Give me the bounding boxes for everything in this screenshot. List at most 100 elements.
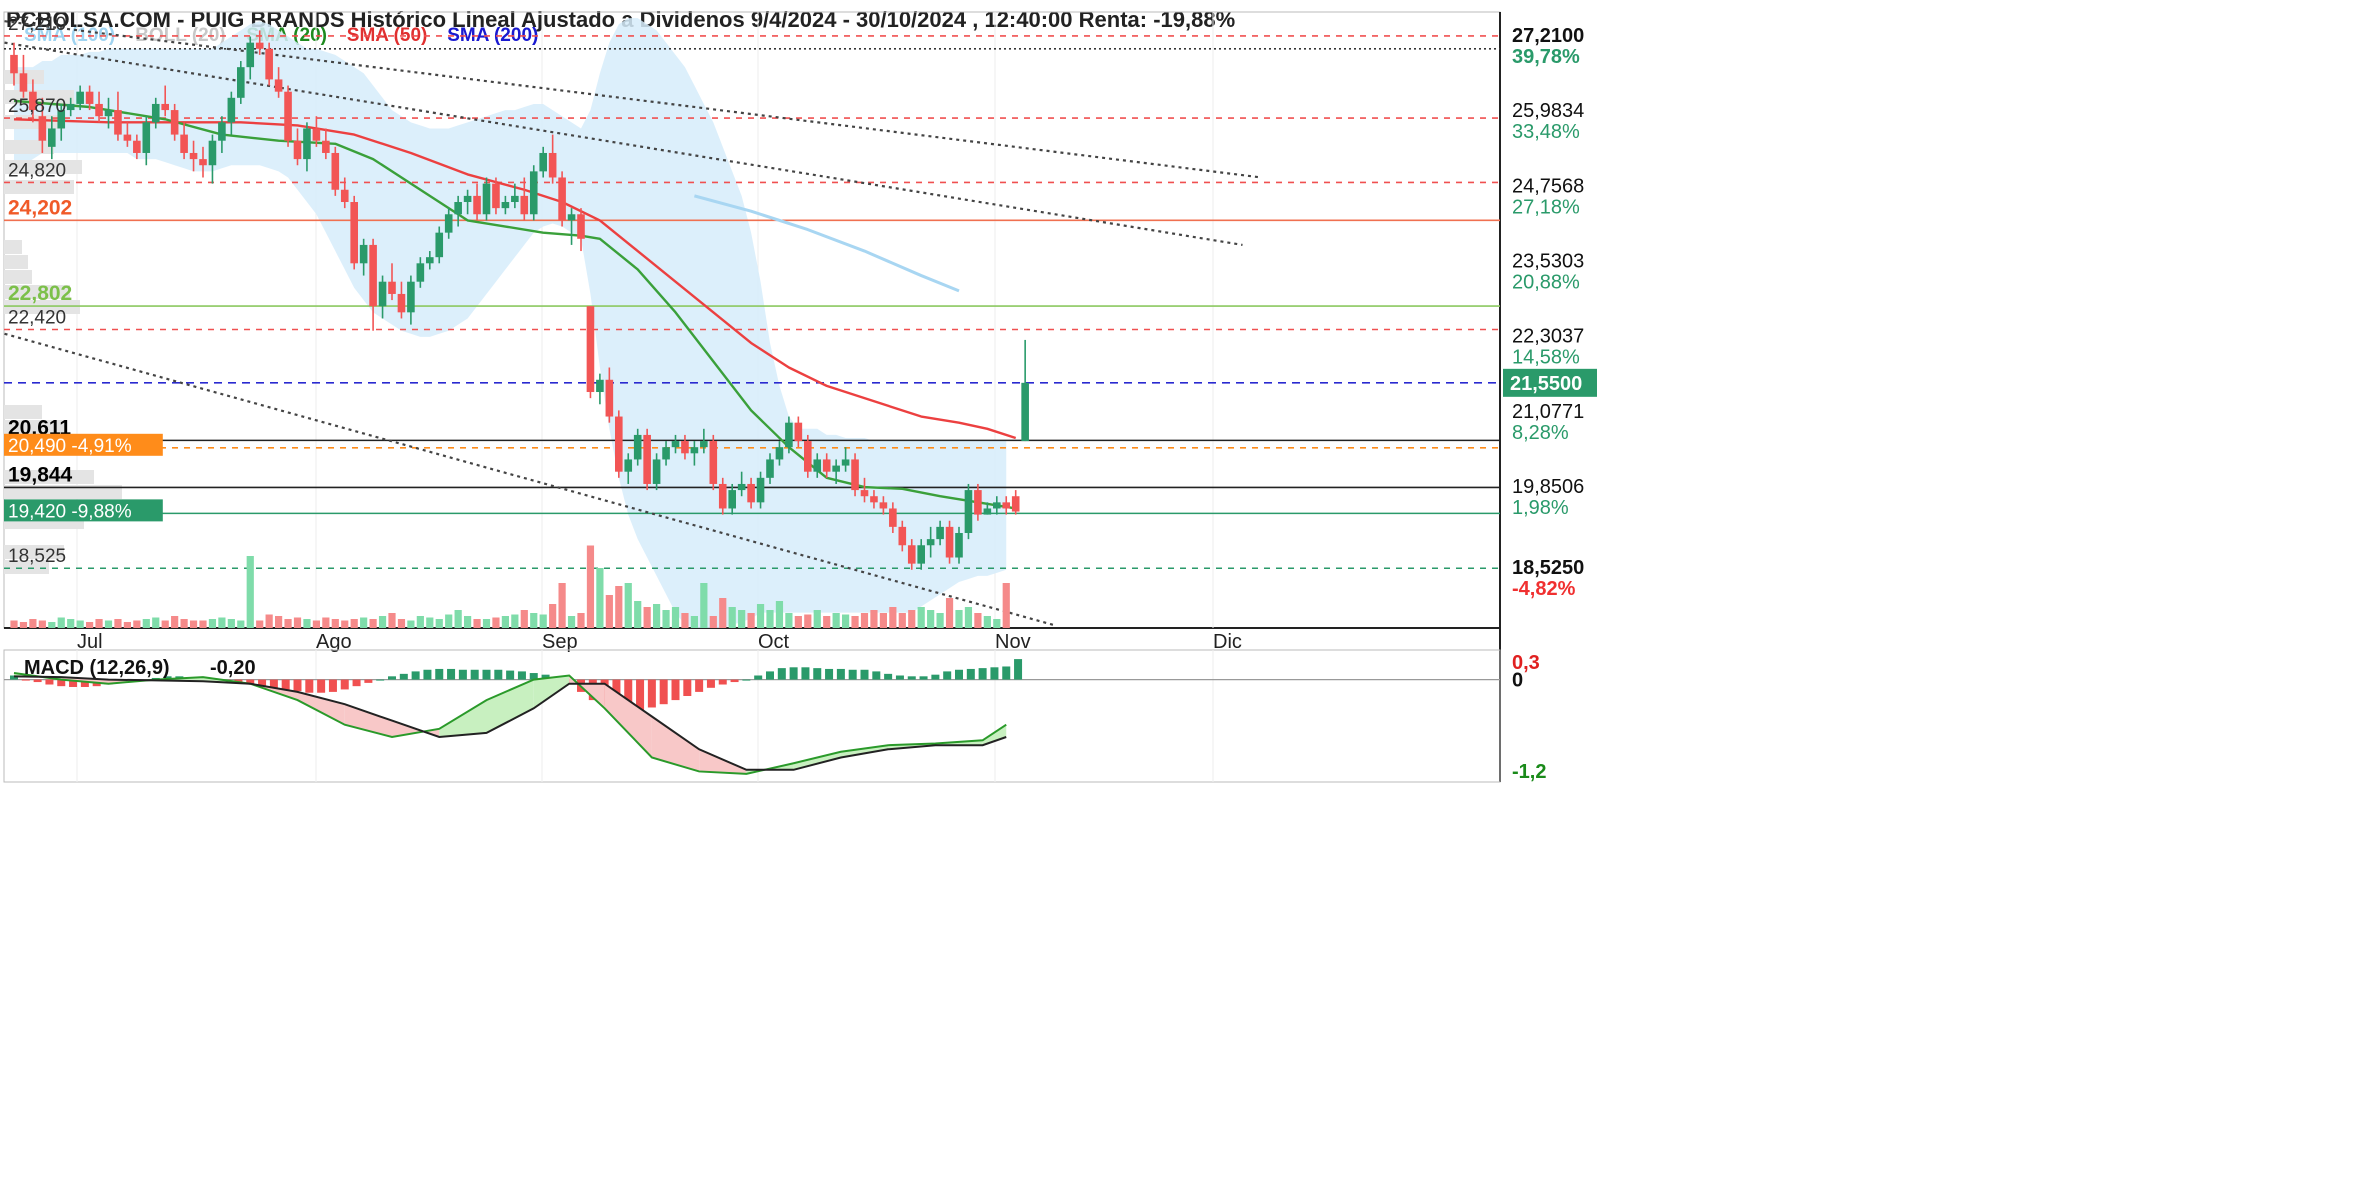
macd-histogram-bar — [447, 668, 456, 680]
macd-histogram-bar — [789, 667, 798, 680]
candle-body — [567, 214, 576, 221]
candle-body — [615, 416, 623, 472]
volume-bar — [29, 619, 37, 628]
candle-body — [227, 97, 236, 123]
macd-histogram-bar — [328, 679, 337, 692]
volume-bar — [728, 607, 736, 628]
volume-bar — [256, 620, 264, 628]
right-axis-price: 25,9834 — [1512, 100, 1584, 122]
level-label: 22,420 — [8, 308, 66, 329]
volume-bar — [908, 610, 916, 628]
sma50-line — [13, 118, 1017, 440]
right-axis-percent: 27,18% — [1512, 196, 1580, 218]
volume-bar — [322, 617, 330, 628]
volume-bar — [482, 619, 491, 628]
candle-body — [794, 422, 803, 442]
candle-body — [284, 91, 292, 141]
macd-histogram-bar — [683, 679, 692, 696]
volume-bar — [690, 616, 698, 628]
candle-body — [95, 103, 103, 117]
candle-body — [936, 526, 944, 540]
volume-bar — [681, 613, 689, 628]
candle-body — [548, 152, 557, 178]
volume-bar — [369, 619, 377, 628]
candle-body — [624, 459, 633, 472]
volume-bar — [114, 619, 122, 628]
macd-histogram-bar — [364, 679, 373, 683]
volume-bar — [983, 616, 991, 628]
volume-bar — [605, 595, 613, 628]
macd-fill — [439, 700, 487, 737]
macd-histogram-bar — [884, 673, 893, 680]
volume-bar — [842, 614, 850, 628]
candle-body — [898, 526, 907, 546]
volume-bar — [492, 617, 500, 628]
volume-bar — [199, 620, 207, 628]
x-tick-label: Dic — [1213, 631, 1242, 653]
macd-histogram-bar — [352, 679, 361, 687]
candle-body — [435, 232, 444, 258]
macd-histogram-bar — [624, 679, 633, 713]
volume-profile-bar — [4, 255, 28, 269]
candle-body — [407, 281, 415, 313]
volume-profile-bar — [4, 485, 122, 499]
volume-bar — [775, 601, 784, 628]
volume-bar — [161, 620, 169, 628]
volume-bar — [142, 619, 150, 628]
macd-histogram-bar — [10, 675, 18, 680]
macd-histogram-bar — [907, 676, 916, 680]
right-axis-price: 18,5250 — [1512, 557, 1584, 579]
macd-histogram-bar — [872, 671, 881, 680]
right-axis-price: 22,3037 — [1512, 326, 1584, 348]
level-label: 19,420 -9,88% — [8, 501, 132, 522]
volume-bar — [360, 617, 368, 628]
candle-body — [511, 195, 519, 203]
level-label: 24,820 — [8, 160, 66, 181]
candle-body — [633, 434, 642, 460]
macd-frame — [3, 649, 1501, 783]
candle-body — [142, 122, 151, 153]
candle-body — [199, 159, 207, 166]
candle-body — [690, 447, 699, 454]
legend-item: SMA (200) — [447, 25, 538, 46]
macd-fill — [486, 679, 534, 733]
macd-label: MACD (12,26,9) — [24, 657, 170, 679]
macd-fill — [604, 683, 652, 758]
volume-bar — [804, 614, 812, 628]
macd-axis-zero: 0 — [1512, 670, 1523, 692]
right-axis-price: 24,7568 — [1512, 175, 1584, 197]
candle-body — [473, 195, 481, 215]
volume-bar — [643, 607, 651, 628]
volume-bar — [350, 619, 358, 628]
macd-fill — [533, 675, 570, 709]
candle-body — [652, 459, 661, 484]
volume-bar — [189, 620, 198, 628]
candle-body — [274, 79, 283, 92]
volume-bar — [624, 583, 632, 628]
volume-bar — [964, 607, 973, 628]
candle-body — [378, 281, 387, 307]
volume-bar — [700, 583, 708, 628]
volume-bar — [397, 619, 406, 628]
candle-body — [38, 116, 47, 141]
macd-histogram-bar — [777, 668, 786, 680]
macd-panel: MACD (12,26,9) -0,20 0,30 -1,2 — [3, 649, 1546, 783]
candle-body — [416, 263, 425, 282]
macd-histogram-bar — [517, 671, 526, 680]
macd-histogram-bar — [57, 679, 66, 687]
volume-bar — [539, 614, 547, 628]
candle-body — [218, 122, 226, 141]
candle-body — [397, 293, 406, 313]
candle-body — [662, 447, 670, 460]
volume-profile-bar — [4, 240, 22, 254]
volume-bar — [558, 583, 566, 628]
volume-bar — [766, 610, 774, 628]
sma20-line — [13, 99, 1016, 510]
macd-histogram-bar — [813, 668, 822, 680]
candle-body — [841, 459, 850, 466]
candle-body — [700, 441, 708, 448]
macd-histogram-bar — [281, 679, 290, 690]
candle-body — [605, 379, 614, 417]
candle-body — [813, 459, 822, 472]
level-label: 25,870 — [8, 96, 66, 117]
